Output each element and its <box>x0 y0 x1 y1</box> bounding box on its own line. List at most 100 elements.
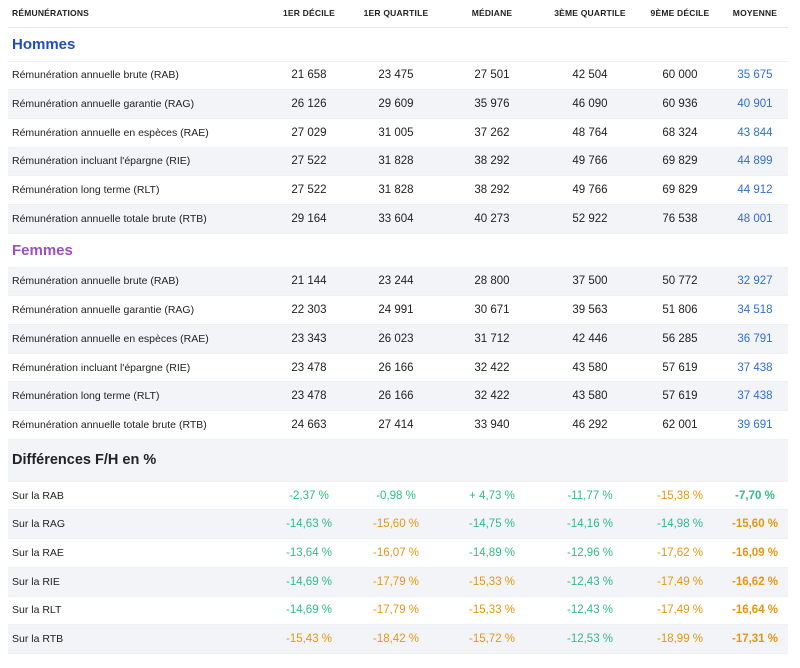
cell-1er-quartile: -18,42 % <box>350 624 442 654</box>
cell-9eme-decile: 51 806 <box>638 295 722 325</box>
table-row: Sur la RAB -2,37 % -0,98 % + 4,73 % -11,… <box>8 481 788 511</box>
header-3eme-quartile: 3ÈME QUARTILE <box>542 0 638 28</box>
table-row: Sur la RAG -14,63 % -15,60 % -14,75 % -1… <box>8 509 788 540</box>
cell-1er-quartile: 23 244 <box>350 267 442 297</box>
header-9eme-decile: 9ÈME DÉCILE <box>638 0 722 28</box>
cell-9eme-decile: 76 538 <box>638 204 722 234</box>
cell-moyenne: 36 791 <box>722 324 788 354</box>
cell-1er-quartile: 29 609 <box>350 89 442 119</box>
differences-section: Différences F/H en % Sur la RAB -2,37 % … <box>8 439 788 654</box>
cell-moyenne: 35 675 <box>722 61 788 91</box>
cell-3eme-quartile: -11,77 % <box>542 481 638 511</box>
cell-1er-decile: -14,63 % <box>268 509 350 540</box>
table-row: Rémunération annuelle totale brute (RTB)… <box>8 204 788 234</box>
cell-mediane: -15,72 % <box>442 624 542 654</box>
table-row: Rémunération incluant l'épargne (RIE) 27… <box>8 147 788 177</box>
cell-3eme-quartile: 48 764 <box>542 118 638 148</box>
cell-mediane: -14,75 % <box>442 509 542 540</box>
row-label: Sur la RAG <box>8 509 268 540</box>
cell-1er-decile: -2,37 % <box>268 481 350 511</box>
cell-1er-decile: 21 144 <box>268 267 350 297</box>
cell-moyenne: 48 001 <box>722 204 788 234</box>
table-row: Sur la RAE -13,64 % -16,07 % -14,89 % -1… <box>8 538 788 568</box>
cell-9eme-decile: 57 619 <box>638 381 722 412</box>
cell-1er-decile: 27 522 <box>268 175 350 205</box>
cell-moyenne: 37 438 <box>722 353 788 383</box>
cell-1er-quartile: 24 991 <box>350 295 442 325</box>
row-label: Rémunération annuelle totale brute (RTB) <box>8 410 268 440</box>
cell-3eme-quartile: 46 090 <box>542 89 638 119</box>
table-row: Rémunération incluant l'épargne (RIE) 23… <box>8 353 788 383</box>
cell-1er-decile: 21 658 <box>268 61 350 91</box>
hommes-title: Hommes <box>12 35 76 53</box>
cell-3eme-quartile: 49 766 <box>542 147 638 177</box>
cell-moyenne: 44 899 <box>722 147 788 177</box>
cell-3eme-quartile: -14,16 % <box>542 509 638 540</box>
cell-1er-quartile: 33 604 <box>350 204 442 234</box>
cell-1er-quartile: -17,79 % <box>350 567 442 597</box>
row-label: Rémunération annuelle brute (RAB) <box>8 61 268 91</box>
header-1er-decile: 1ER DÉCILE <box>268 0 350 28</box>
row-label: Rémunération annuelle totale brute (RTB) <box>8 204 268 234</box>
cell-1er-quartile: 31 828 <box>350 175 442 205</box>
table-row: Rémunération annuelle totale brute (RTB)… <box>8 410 788 440</box>
cell-9eme-decile: -18,99 % <box>638 624 722 654</box>
cell-1er-decile: 24 663 <box>268 410 350 440</box>
row-label: Rémunération annuelle en espèces (RAE) <box>8 118 268 148</box>
cell-mediane: 30 671 <box>442 295 542 325</box>
cell-3eme-quartile: 37 500 <box>542 267 638 297</box>
cell-moyenne: 37 438 <box>722 381 788 412</box>
cell-1er-decile: 27 029 <box>268 118 350 148</box>
cell-moyenne: -16,64 % <box>722 596 788 626</box>
row-label: Rémunération incluant l'épargne (RIE) <box>8 353 268 383</box>
cell-moyenne: 43 844 <box>722 118 788 148</box>
header-mediane: MÉDIANE <box>442 0 542 28</box>
femmes-title: Femmes <box>12 241 73 259</box>
cell-1er-decile: -14,69 % <box>268 567 350 597</box>
cell-3eme-quartile: 43 580 <box>542 353 638 383</box>
cell-moyenne: 40 901 <box>722 89 788 119</box>
cell-1er-decile: -13,64 % <box>268 538 350 568</box>
cell-mediane: + 4,73 % <box>442 481 542 511</box>
table-row: Rémunération annuelle brute (RAB) 21 144… <box>8 267 788 297</box>
row-label: Rémunération annuelle garantie (RAG) <box>8 295 268 325</box>
header-1er-quartile: 1ER QUARTILE <box>350 0 442 28</box>
cell-1er-decile: 23 478 <box>268 381 350 412</box>
header-moyenne: MOYENNE <box>722 0 788 28</box>
cell-moyenne: 34 518 <box>722 295 788 325</box>
table-row: Rémunération annuelle en espèces (RAE) 2… <box>8 324 788 354</box>
section-title-row: Hommes <box>8 27 788 62</box>
hommes-section: Hommes Rémunération annuelle brute (RAB)… <box>8 27 788 234</box>
table-row: Rémunération long terme (RLT) 23 478 26 … <box>8 381 788 412</box>
cell-9eme-decile: -15,38 % <box>638 481 722 511</box>
cell-1er-quartile: -15,60 % <box>350 509 442 540</box>
cell-9eme-decile: 50 772 <box>638 267 722 297</box>
cell-mediane: 35 976 <box>442 89 542 119</box>
cell-moyenne: 32 927 <box>722 267 788 297</box>
cell-1er-quartile: 26 023 <box>350 324 442 354</box>
cell-3eme-quartile: -12,96 % <box>542 538 638 568</box>
section-title-row: Différences F/H en % <box>8 439 788 482</box>
cell-moyenne: -16,62 % <box>722 567 788 597</box>
cell-mediane: -15,33 % <box>442 596 542 626</box>
cell-mediane: 32 422 <box>442 381 542 412</box>
remunerations-table: RÉMUNÉRATIONS 1ER DÉCILE 1ER QUARTILE MÉ… <box>8 0 788 654</box>
cell-mediane: 33 940 <box>442 410 542 440</box>
table-row: Sur la RIE -14,69 % -17,79 % -15,33 % -1… <box>8 567 788 597</box>
cell-1er-quartile: 23 475 <box>350 61 442 91</box>
cell-1er-quartile: -0,98 % <box>350 481 442 511</box>
cell-mediane: 27 501 <box>442 61 542 91</box>
cell-moyenne: -7,70 % <box>722 481 788 511</box>
cell-1er-decile: 22 303 <box>268 295 350 325</box>
row-label: Rémunération incluant l'épargne (RIE) <box>8 147 268 177</box>
cell-9eme-decile: -17,62 % <box>638 538 722 568</box>
cell-mediane: 38 292 <box>442 147 542 177</box>
table-row: Rémunération annuelle en espèces (RAE) 2… <box>8 118 788 148</box>
cell-9eme-decile: 60 000 <box>638 61 722 91</box>
row-label: Rémunération annuelle garantie (RAG) <box>8 89 268 119</box>
row-label: Sur la RAB <box>8 481 268 511</box>
cell-9eme-decile: -17,49 % <box>638 596 722 626</box>
cell-mediane: -14,89 % <box>442 538 542 568</box>
row-label: Rémunération long terme (RLT) <box>8 381 268 412</box>
